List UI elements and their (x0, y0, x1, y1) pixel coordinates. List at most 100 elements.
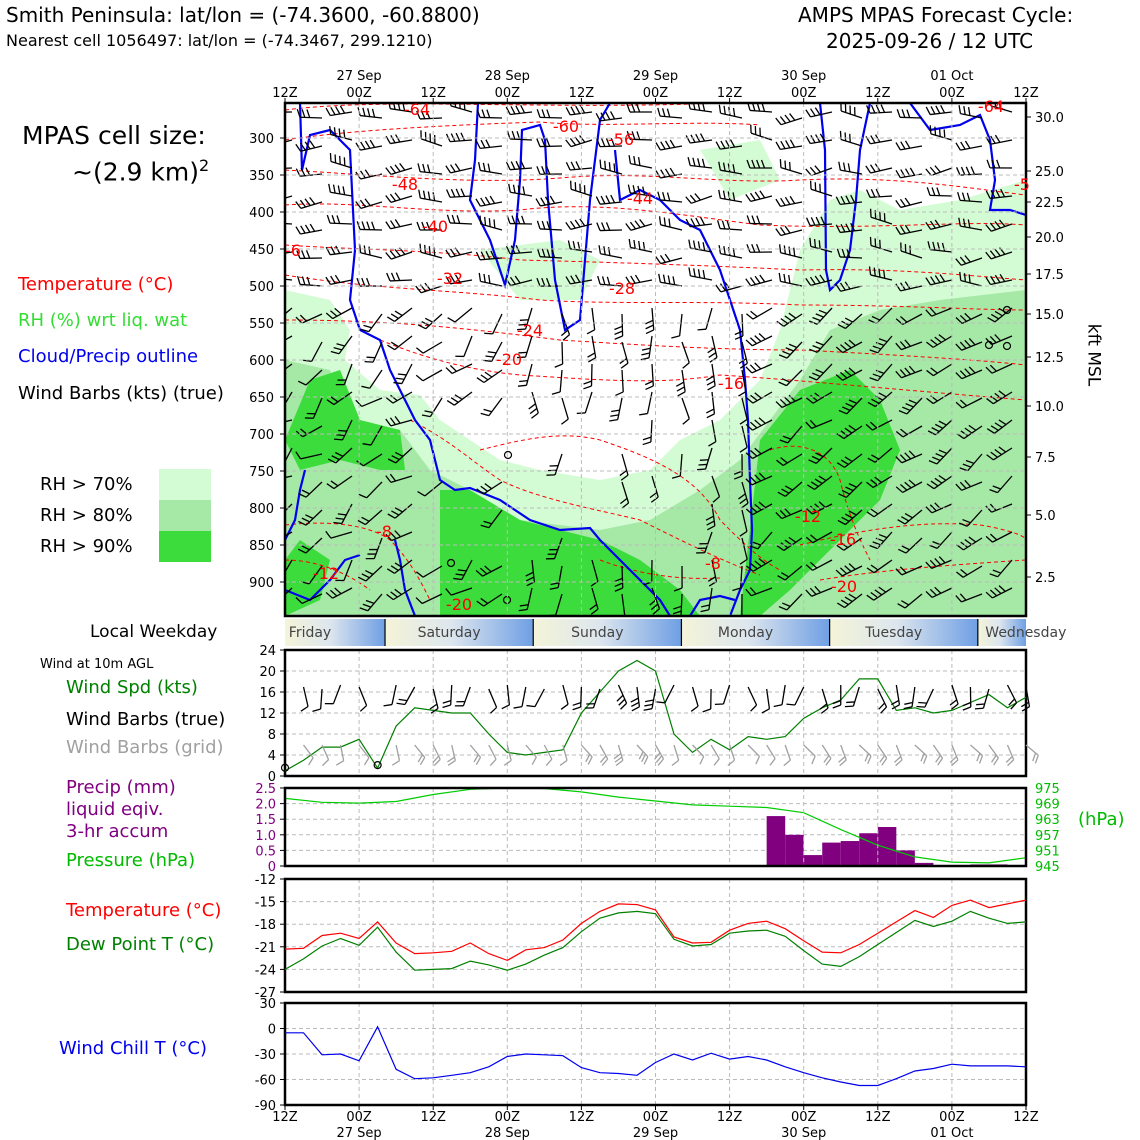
wind-barb-feather (480, 412, 490, 417)
wind-barb-feather (872, 373, 882, 378)
surface-grid-barb-feather (881, 757, 888, 766)
wind-barb (591, 307, 596, 330)
wind-barb-feather (446, 214, 451, 224)
wind-barb (285, 419, 293, 423)
wind-barb-feather (589, 603, 598, 611)
wind-barb-feather (815, 341, 824, 346)
wind-barb-feather (517, 185, 521, 195)
wind-barb-feather (266, 196, 271, 203)
wind-barb-feather (758, 558, 766, 565)
wind-barb-feather (363, 324, 372, 329)
wind-barb-feather (335, 451, 344, 457)
wind-barb-feather (455, 573, 465, 576)
pressure-tick-label: 400 (249, 206, 274, 221)
wind-barb-feather (712, 496, 720, 503)
wind-barb-feather (959, 370, 967, 378)
wind-barb-feather (875, 369, 885, 374)
surface-grid-barb-feather (937, 757, 944, 766)
wind-barb (681, 397, 690, 419)
wind-barb-feather (866, 567, 875, 574)
wind-barb-feather (962, 518, 971, 524)
wind-barb-feather (620, 474, 629, 481)
y-tick-label: 8 (268, 728, 276, 743)
wind-barb-feather (420, 110, 426, 119)
wind-barb (559, 369, 563, 392)
wind-barb-feather (844, 456, 853, 463)
wind-barb-feather (968, 424, 977, 431)
wind-barb-feather (525, 571, 534, 577)
wind-barb-feather (841, 406, 851, 411)
wind-barb-feather (819, 274, 826, 283)
wind-barb-feather (536, 109, 541, 118)
isotherm-label: -20 (446, 595, 472, 614)
wind-barb-feather (565, 162, 571, 171)
wind-barb-feather (676, 386, 685, 392)
wind-barb-feather (272, 104, 275, 112)
wind-barb-feather (870, 508, 879, 515)
surface-wind-barb-feather (949, 699, 958, 706)
wind-barb-feather (299, 314, 307, 322)
surface-wind-barb (722, 684, 731, 705)
wind-barb (526, 587, 533, 610)
wind-barb-feather (671, 475, 681, 479)
surface-wind-barb (1025, 686, 1031, 707)
wind-barb-feather (338, 429, 347, 432)
wind-barb (285, 447, 293, 464)
wind-barb-feather (478, 272, 482, 282)
wind-barb-feather (905, 403, 914, 408)
wind-barb-feather (357, 519, 366, 526)
top-grid (280, 98, 1031, 618)
wind-barb (933, 475, 953, 490)
wind-barb (390, 475, 413, 483)
wind-barb (962, 397, 983, 409)
wind-barb-feather (485, 139, 491, 148)
wind-barb-feather (902, 406, 911, 412)
pressure-tick-label: 945 (1035, 860, 1060, 875)
wind-barb (812, 503, 833, 515)
wind-barb (311, 341, 323, 362)
rh70-area (700, 140, 780, 200)
surface-wind-barb (332, 684, 342, 704)
wind-barb-feather (529, 407, 538, 415)
wind-barb-feather (476, 377, 485, 384)
wind-barb-feather (575, 105, 581, 114)
wind-barb-feather (929, 220, 936, 229)
upper-wind-barbs (266, 103, 1013, 616)
wind-barb (845, 481, 863, 498)
wind-barb (561, 397, 569, 420)
surface-wind-barb (580, 686, 583, 708)
wind-barb (330, 111, 353, 117)
wind-barb-feather (355, 142, 361, 151)
wind-barb (780, 201, 803, 208)
wind-barb-feather (927, 430, 937, 436)
wind-barb (488, 397, 503, 417)
wind-barb-feather (994, 221, 1001, 229)
wind-barb-feather (962, 463, 972, 468)
precip-bar (766, 816, 786, 866)
surface-wind-barb (1006, 684, 1018, 704)
wind-barb-feather (810, 394, 818, 402)
wind-barb (711, 391, 716, 414)
wind-barb-feather (995, 189, 1001, 198)
wind-barb-feather (385, 418, 392, 427)
legend-rh90-label: RH > 90% (40, 536, 133, 557)
wind-barb-feather (955, 142, 961, 151)
wind-barb-feather (872, 541, 881, 546)
wind-barb-feather (788, 394, 796, 402)
wind-barb-feather (546, 277, 551, 287)
wind-barb (741, 369, 747, 392)
wind-barb (842, 341, 863, 354)
wind-barb (961, 369, 983, 380)
wind-barb-feather (985, 535, 993, 543)
wind-barb-feather (776, 320, 785, 327)
wind-barb-feather (531, 412, 539, 419)
wind-barb-feather (959, 522, 968, 527)
wind-barb-feather (789, 139, 796, 148)
wind-barb-feather (812, 316, 821, 322)
wind-barb (488, 509, 503, 529)
bottom-date-label: 30 Sep (781, 1126, 826, 1140)
wind-barb-feather (333, 346, 343, 351)
wind-barb (708, 587, 713, 610)
calm-circle (446, 558, 456, 568)
wind-barb-feather (788, 274, 791, 284)
